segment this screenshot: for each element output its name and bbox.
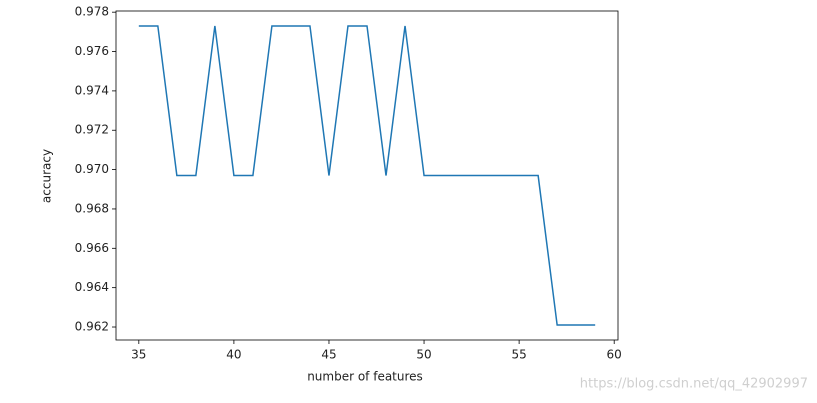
plot-frame: [115, 10, 619, 341]
y-tick-label: 0.966: [75, 241, 109, 255]
x-tick-label: 55: [511, 348, 526, 362]
x-tick-label: 60: [607, 348, 622, 362]
y-tick-label: 0.962: [75, 320, 109, 334]
data-line: [138, 25, 596, 326]
x-tick-label: 45: [321, 348, 336, 362]
x-tick-label: 50: [416, 348, 431, 362]
y-axis-label: accuracy: [40, 149, 54, 203]
y-tick-label: 0.964: [75, 280, 109, 294]
y-tick-label: 0.976: [75, 44, 109, 58]
y-tick-label: 0.978: [75, 5, 109, 19]
y-tick-label: 0.974: [75, 83, 109, 97]
y-tick-label: 0.972: [75, 123, 109, 137]
y-tick-label: 0.968: [75, 201, 109, 215]
watermark: https://blog.csdn.net/qq_42902997: [580, 377, 808, 392]
x-tick-label: 35: [131, 348, 146, 362]
x-axis-label: number of features: [307, 370, 423, 384]
x-tick-label: 40: [226, 348, 241, 362]
y-tick-label: 0.970: [75, 162, 109, 176]
